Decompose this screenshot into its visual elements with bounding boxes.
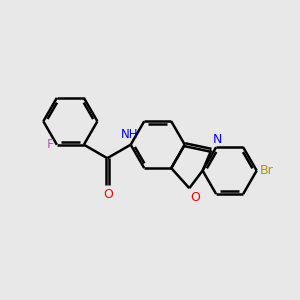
Text: NH: NH (121, 128, 138, 141)
Text: F: F (46, 138, 54, 151)
Text: Br: Br (260, 164, 274, 177)
Text: N: N (213, 133, 222, 146)
Text: O: O (103, 188, 113, 202)
Text: O: O (191, 191, 201, 204)
